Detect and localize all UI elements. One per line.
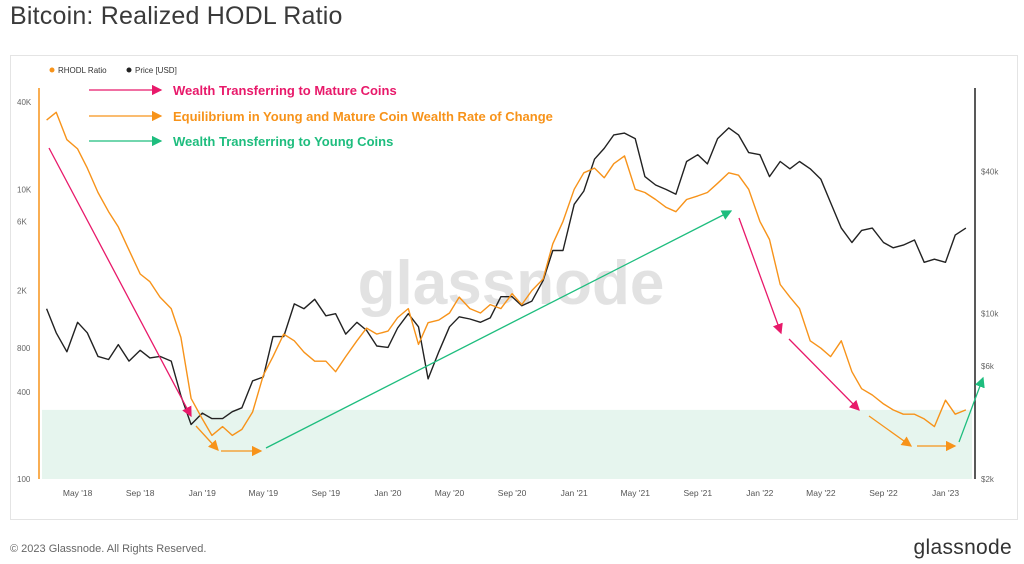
rhodl-line <box>46 111 967 437</box>
green-trend-arrow <box>958 376 985 443</box>
x-tick-label: Jan '21 <box>561 488 588 498</box>
x-tick-label: Sep '18 <box>126 488 155 498</box>
page-title: Bitcoin: Realized HODL Ratio <box>10 2 343 30</box>
orange-trend-arrow <box>195 425 219 451</box>
right-tick-label: $2k <box>981 475 995 484</box>
x-tick-label: May '18 <box>63 488 93 498</box>
left-tick-label: 100 <box>17 475 31 484</box>
legend-price-dot <box>126 67 132 73</box>
x-tick-label: May '19 <box>249 488 279 498</box>
legend-price-label: Price [USD] <box>135 66 177 75</box>
watermark: glassnode <box>358 249 665 318</box>
annotation-label: Wealth Transferring to Young Coins <box>173 134 393 149</box>
x-tick-label: Jan '20 <box>374 488 401 498</box>
left-tick-label: 40K <box>17 98 32 107</box>
right-tick-label: $40k <box>981 167 999 176</box>
x-tick-label: Sep '21 <box>683 488 712 498</box>
chart-frame: 100 400 800 2K 6K 10K 40K $2k $6k $10k $40k May '18… <box>10 55 1018 520</box>
x-tick-label: Sep '20 <box>498 488 527 498</box>
annotation-label: Equilibrium in Young and Mature Coin Wea… <box>173 109 553 124</box>
x-tick-label: Jan '22 <box>746 488 773 498</box>
pink-trend-arrow <box>738 217 783 335</box>
x-tick-label: Jan '23 <box>932 488 959 498</box>
x-tick-label: May '22 <box>806 488 836 498</box>
x-tick-label: Sep '19 <box>312 488 341 498</box>
legend-rhodl-label: RHODL Ratio <box>58 66 107 75</box>
left-tick-label: 2K <box>17 287 27 296</box>
x-tick-label: Jan '19 <box>189 488 216 498</box>
footer-copyright: © 2023 Glassnode. All Rights Reserved. <box>10 543 207 555</box>
left-tick-label: 6K <box>17 217 27 226</box>
pink-trend-arrow <box>48 147 192 418</box>
orange-trend-arrow <box>868 415 913 447</box>
x-tick-label: May '21 <box>620 488 650 498</box>
x-tick-label: Sep '22 <box>869 488 898 498</box>
annotation-label: Wealth Transferring to Mature Coins <box>173 83 397 98</box>
lower-band <box>42 409 972 479</box>
rhodl-chart: 100 400 800 2K 6K 10K 40K $2k $6k $10k $40k May '18… <box>17 66 999 498</box>
green-trend-arrow <box>265 210 733 449</box>
legend-rhodl-dot <box>49 67 55 73</box>
x-tick-label: May '20 <box>435 488 465 498</box>
left-tick-label: 800 <box>17 344 31 353</box>
footer-logo: glassnode <box>913 536 1012 559</box>
left-tick-label: 10K <box>17 185 32 194</box>
left-tick-label: 400 <box>17 388 31 397</box>
pink-trend-arrow <box>788 338 860 411</box>
right-tick-label: $10k <box>981 310 999 319</box>
right-tick-label: $6k <box>981 362 995 371</box>
